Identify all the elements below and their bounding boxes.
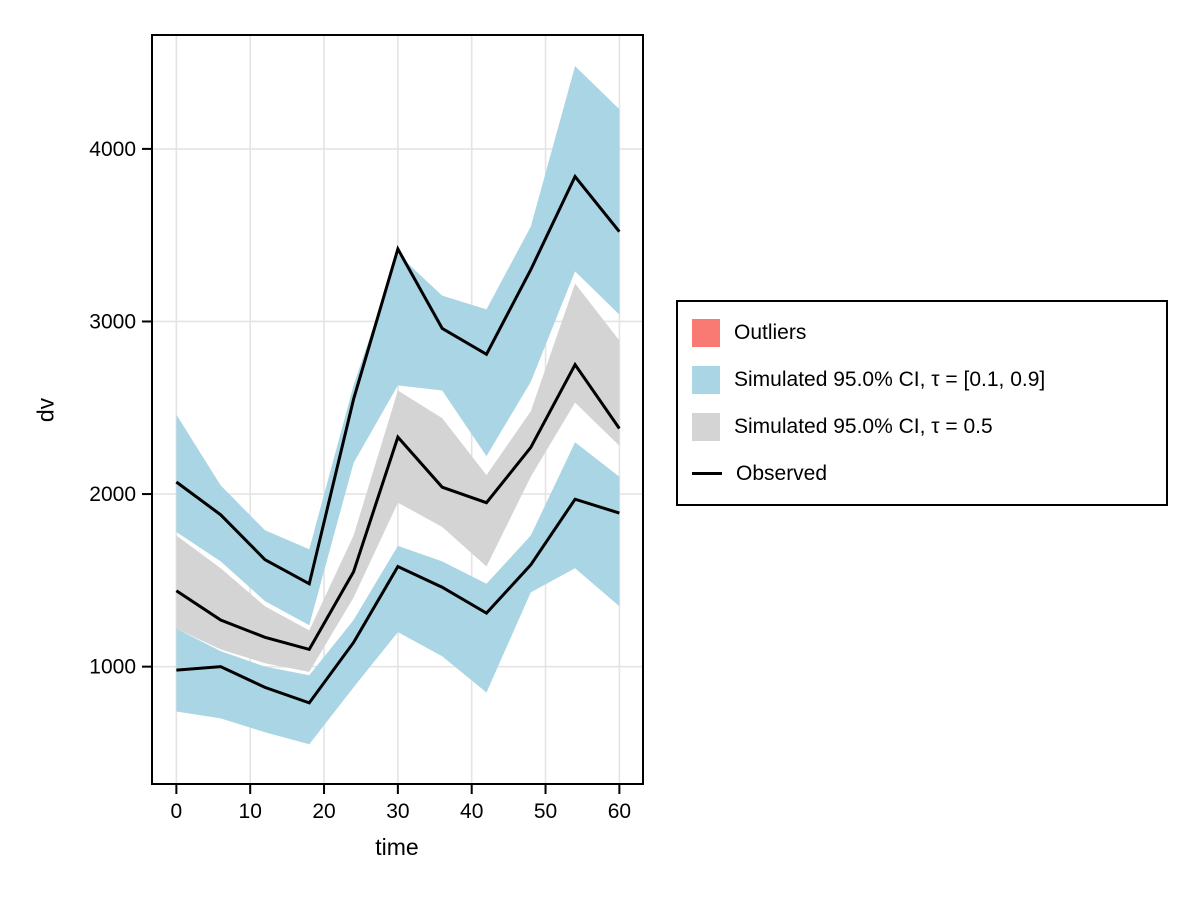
observed-90th-percentile [175, 173, 621, 587]
y-tick-label: 2000 [89, 483, 136, 506]
x-tick-label: 0 [171, 800, 183, 823]
y-tick-label: 1000 [89, 656, 136, 679]
legend-row: Outliers [692, 314, 1152, 352]
simulated-95ci-tau-0.9-upper-band [176, 66, 620, 626]
legend-row: Observed [692, 455, 1152, 493]
x-tick-label: 20 [312, 800, 335, 823]
x-tick-label: 10 [239, 800, 262, 823]
legend-label: Simulated 95.0% CI, τ = 0.5 [734, 414, 993, 438]
x-axis-label: time [375, 834, 419, 860]
simulated-95ci-tau-0.5-band [176, 283, 620, 672]
observed-10th-percentile [176, 497, 620, 705]
y-tick-label: 4000 [89, 138, 136, 161]
x-tick-label: 60 [608, 800, 631, 823]
legend-color-swatch [692, 412, 720, 441]
y-axis-label: dv [32, 397, 59, 423]
x-tick-label: 30 [386, 800, 409, 823]
legend-label: Observed [736, 461, 828, 485]
legend-color-swatch [692, 365, 720, 394]
y-tick-label: 3000 [89, 310, 136, 333]
x-tick-label: 40 [460, 800, 483, 823]
legend-row: Simulated 95.0% CI, τ = 0.5 [692, 408, 1152, 446]
legend-line-swatch [692, 472, 722, 475]
simulated-95ci-tau-0.1-lower-band [176, 442, 620, 745]
legend-label: Simulated 95.0% CI, τ = [0.1, 0.9] [734, 367, 1046, 391]
legend-label: Outliers [734, 320, 807, 344]
legend-row: Simulated 95.0% CI, τ = [0.1, 0.9] [692, 361, 1152, 399]
legend-box: Outliers Simulated 95.0% CI, τ = [0.1, 0.… [676, 300, 1168, 506]
legend-color-swatch [692, 318, 720, 347]
observed-median [175, 361, 621, 652]
x-tick-label: 50 [534, 800, 557, 823]
